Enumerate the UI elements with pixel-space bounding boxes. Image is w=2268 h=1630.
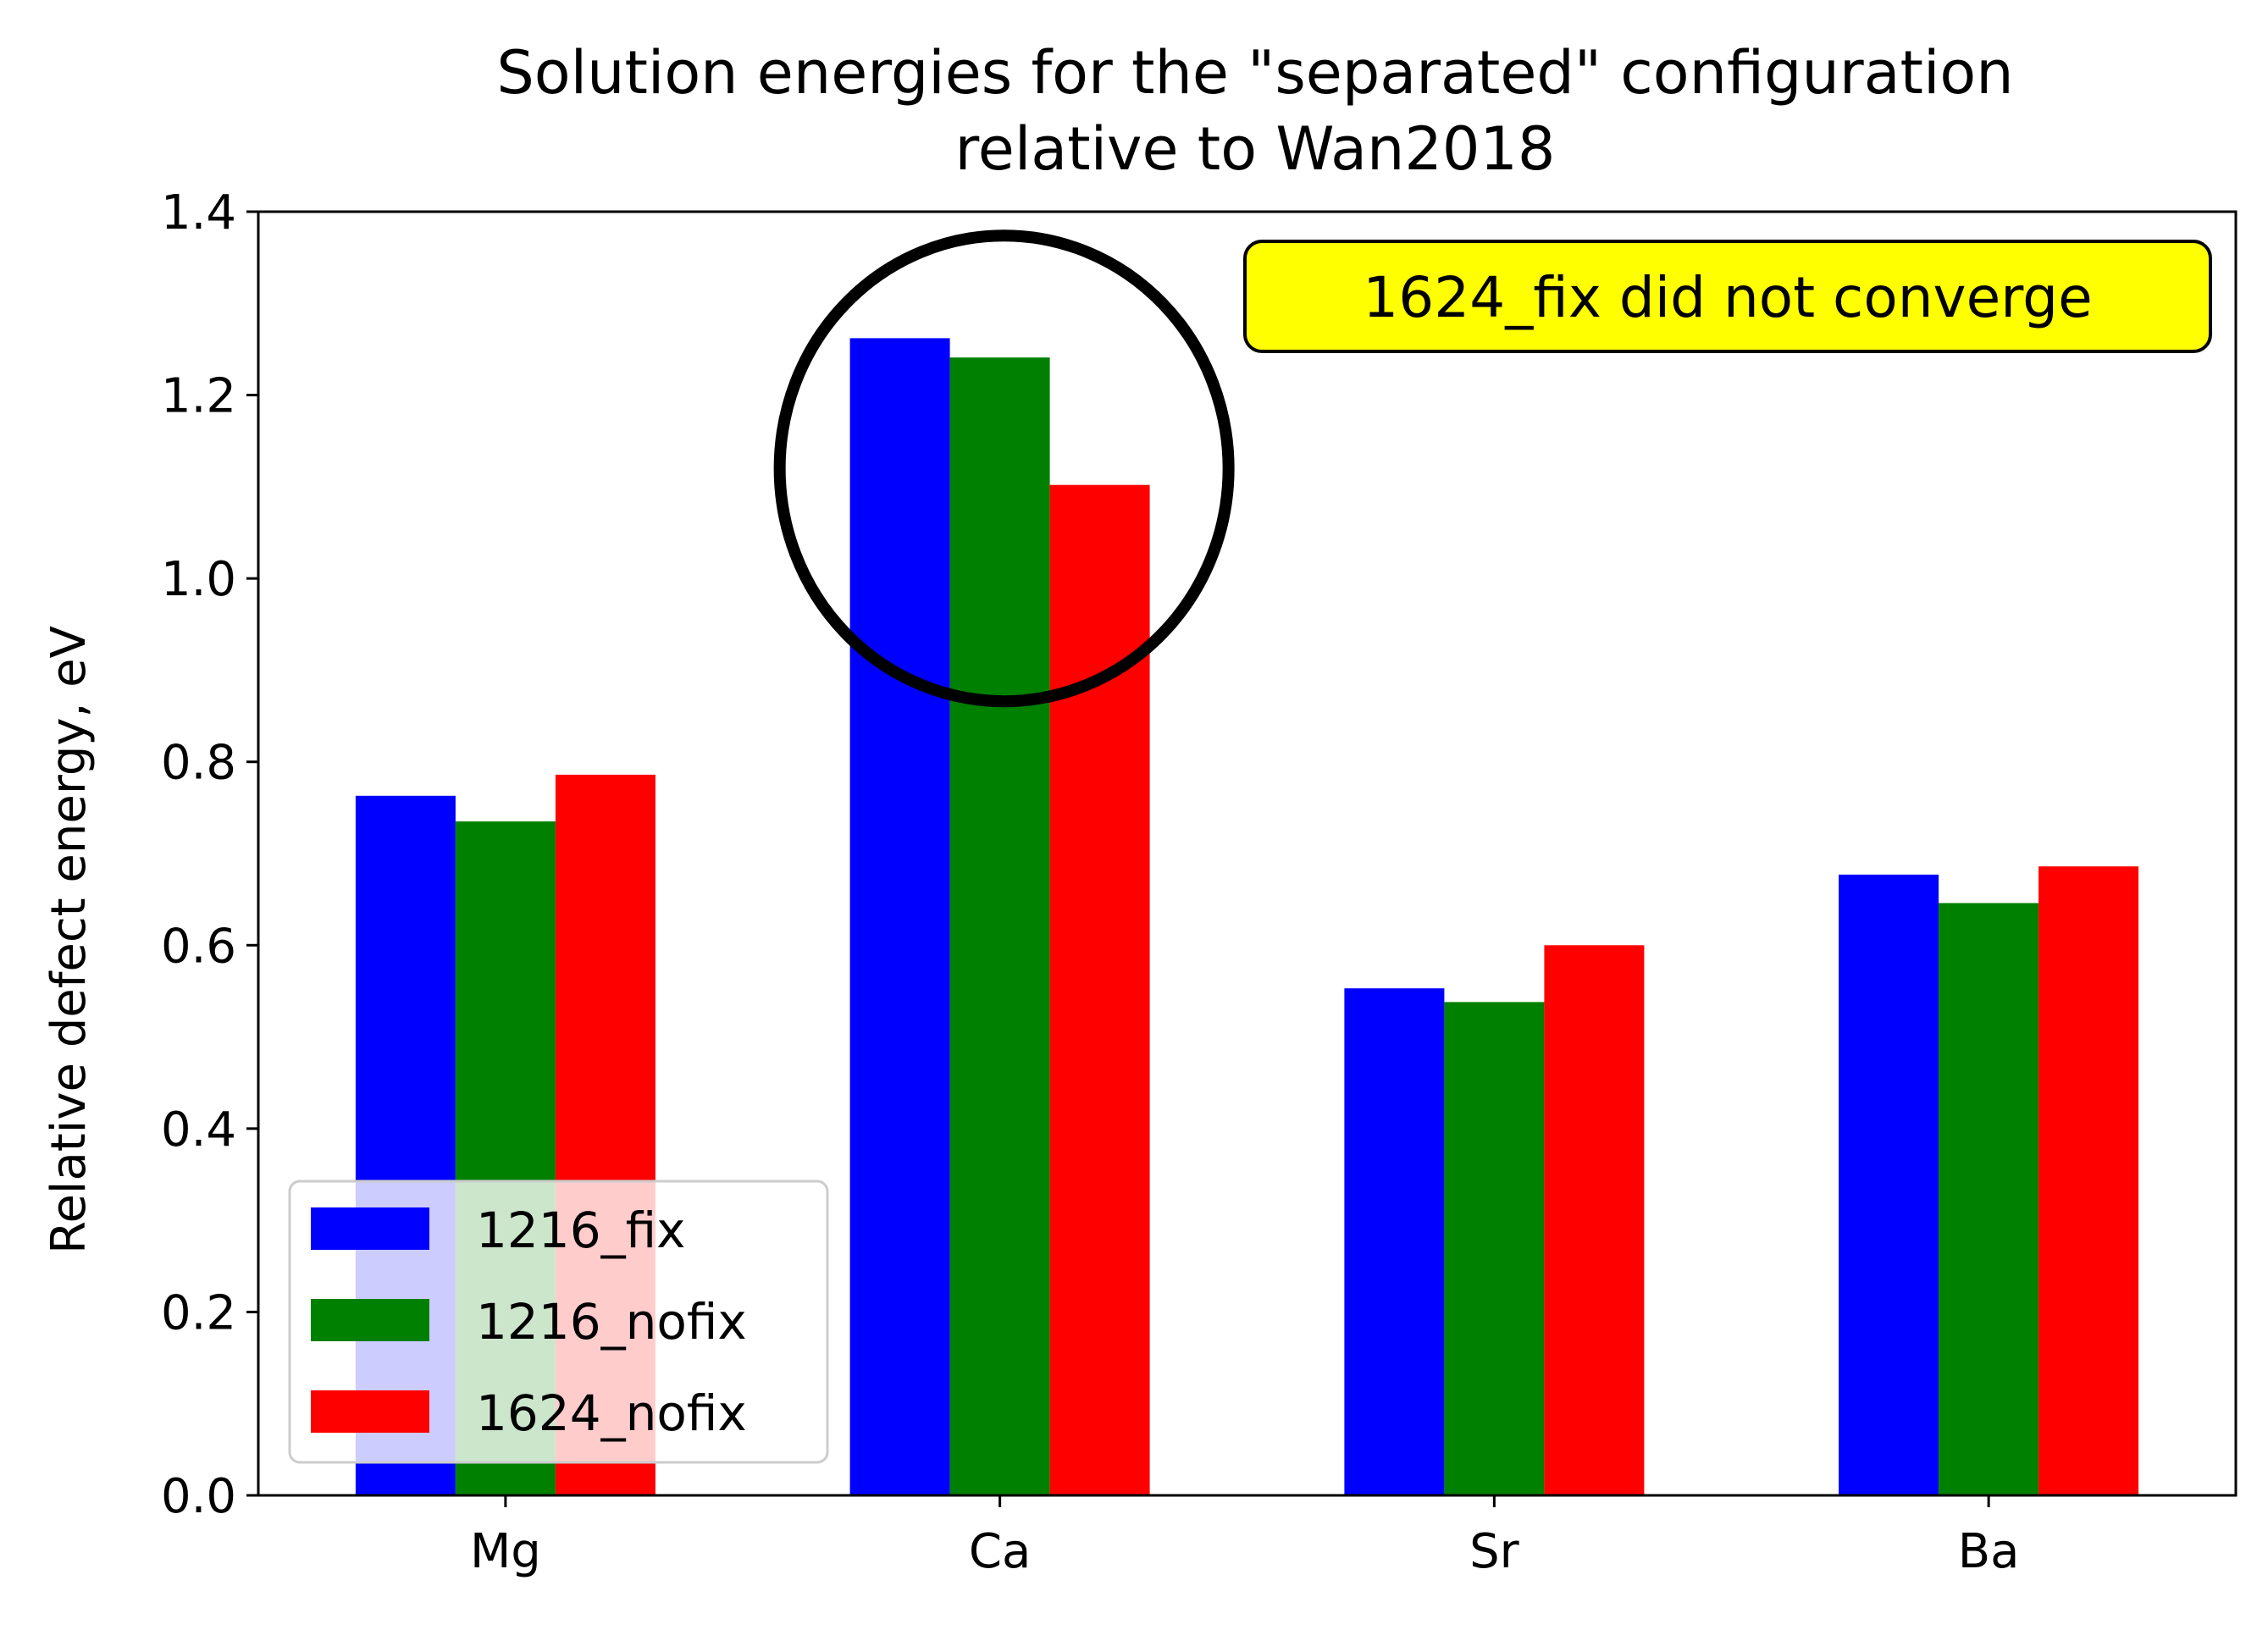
y-tick-label: 0.4	[161, 1102, 236, 1158]
legend-label-1216_fix: 1216_fix	[476, 1202, 685, 1259]
legend-swatch-1216_fix	[311, 1207, 429, 1250]
bar-1216_nofix-Ba	[1939, 903, 2039, 1495]
y-tick-label: 1.2	[161, 369, 236, 424]
bar-1216_fix-Ba	[1839, 874, 1939, 1495]
annotation-box	[1243, 240, 2212, 353]
annotation-text: 1624_fix did not converge	[1363, 265, 2092, 330]
plot-frame	[257, 210, 2238, 1497]
y-tick-label: 0.2	[161, 1285, 236, 1340]
chart-title-line-1: Solution energies for the "separated" co…	[496, 38, 2013, 108]
y-tick-label: 0.6	[161, 919, 236, 974]
y-tick-label: 1.0	[161, 552, 236, 607]
highlight-layer	[773, 229, 1235, 708]
x-tick-label: Mg	[470, 1524, 541, 1579]
y-tick-label: 1.4	[161, 185, 236, 240]
legend-label-1216_nofix: 1216_nofix	[476, 1293, 747, 1351]
x-tick-label: Sr	[1469, 1524, 1520, 1579]
y-tick-label: 0.8	[161, 736, 236, 791]
bar-1216_fix-Sr	[1344, 988, 1445, 1495]
bar-1624_nofix-Ca	[1049, 484, 1150, 1496]
bar-1624_nofix-Sr	[1544, 945, 1645, 1495]
legend-swatch-1216_nofix	[311, 1299, 429, 1341]
bar-1216_nofix-Ca	[949, 357, 1050, 1496]
legend-label-1624_nofix: 1624_nofix	[476, 1384, 747, 1442]
y-tick-label: 0.0	[161, 1469, 236, 1524]
x-tick-label: Ba	[1958, 1524, 2020, 1579]
bar-1216_fix-Ca	[849, 338, 950, 1495]
bar-1624_nofix-Ba	[2038, 866, 2139, 1495]
axes-layer: 0.0 0.2 0.4 0.6 0.8 1.0 1.2 1.4 Mg Ca Sr Ba	[161, 185, 2238, 1579]
chart-title: Solution energies for the "separated" co…	[496, 38, 2013, 184]
legend: 1216_fix 1216_nofix 1624_nofix	[288, 1180, 829, 1464]
legend-swatch-1624_nofix	[311, 1390, 429, 1433]
annotation-layer: 1624_fix did not converge	[1243, 240, 2212, 353]
highlight-circle	[773, 229, 1235, 708]
y-axis-label: Relative defect energy, eV	[41, 626, 97, 1254]
bar-1216_nofix-Sr	[1444, 1002, 1545, 1495]
chart-title-line-2: relative to Wan2018	[955, 114, 1556, 184]
x-tick-label: Ca	[969, 1524, 1031, 1579]
